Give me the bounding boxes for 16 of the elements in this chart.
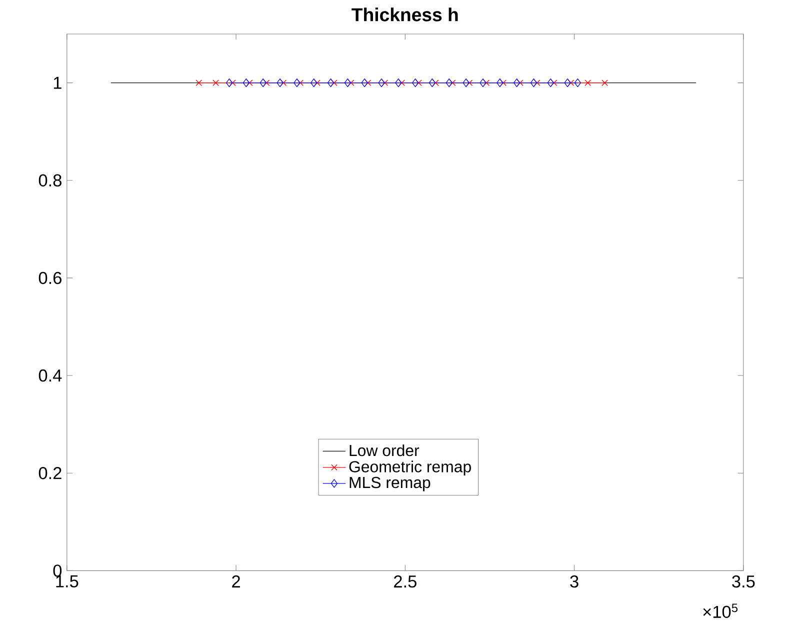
y-tick-label: 1 (54, 76, 62, 89)
legend-label: Geometric remap (349, 460, 471, 476)
y-tick-label: 0.4 (38, 369, 62, 382)
y-tick-label: 0.8 (38, 174, 62, 187)
text: ×10$^{5}$ (703, 604, 738, 618)
chart-title: Thickness h (352, 8, 458, 22)
legend-label: Low order (350, 444, 420, 456)
x-tick-label: 2.5 (394, 575, 416, 588)
y-tick-label: 0 (53, 564, 62, 577)
y-tick-label: 0.6 (38, 272, 62, 284)
legend-label: MLS remap (350, 476, 430, 492)
y-tick-label: 0.2 (38, 467, 62, 480)
x-tick-label: 3 (570, 575, 578, 588)
x-tick-label: 1.5 (56, 575, 78, 588)
x-tick-label: 3.5 (732, 575, 755, 588)
x-tick-label: 2 (232, 575, 240, 588)
